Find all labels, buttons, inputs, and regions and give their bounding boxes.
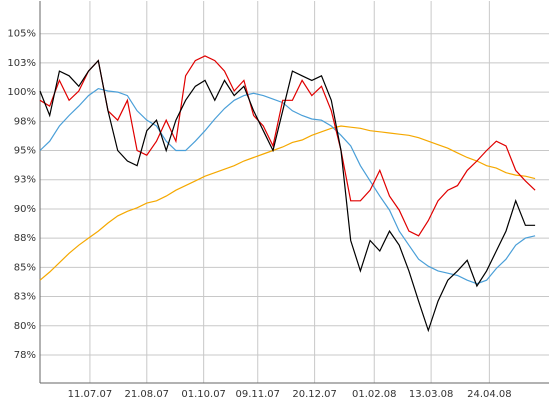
y-tick-label: 95% (14, 146, 36, 157)
x-tick-label: 20.12.07 (292, 389, 337, 400)
line-series (39, 59, 536, 333)
y-tick-label: 105% (7, 29, 36, 40)
y-tick-label: 98% (14, 116, 36, 127)
x-tick-label: 01.10.07 (181, 389, 226, 400)
y-tick-label: 80% (14, 321, 36, 332)
line-series (39, 87, 536, 285)
x-tick-label: 11.07.07 (68, 389, 113, 400)
x-tick-label: 21.08.07 (125, 389, 170, 400)
y-tick-label: 88% (14, 233, 36, 244)
y-tick-label: 103% (7, 58, 36, 69)
x-tick-label: 13.03.08 (409, 389, 454, 400)
y-tick-label: 90% (14, 204, 36, 215)
y-tick-label: 85% (14, 262, 36, 273)
y-tick-label: 78% (14, 350, 36, 361)
line-series (39, 125, 536, 281)
line-series (39, 55, 536, 237)
y-tick-label: 83% (14, 292, 36, 303)
x-tick-label: 24.04.08 (467, 389, 512, 400)
x-tick-label: 09.11.07 (235, 389, 280, 400)
y-tick-label: 93% (14, 175, 36, 186)
y-tick-label: 100% (7, 87, 36, 98)
x-tick-label: 01.02.08 (352, 389, 397, 400)
